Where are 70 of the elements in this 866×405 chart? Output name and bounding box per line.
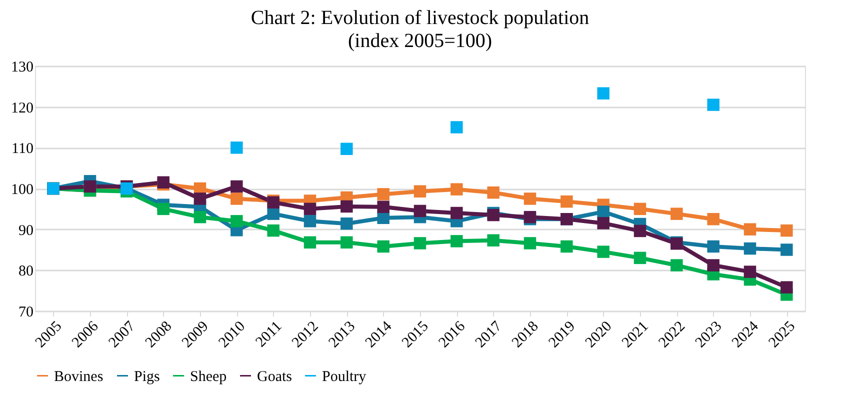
point: [377, 212, 390, 224]
point: [744, 242, 756, 255]
point: [597, 87, 610, 100]
point: [230, 215, 243, 228]
y-tick-label: 90: [18, 222, 34, 239]
point: [230, 180, 243, 193]
point: [304, 202, 316, 216]
point: [304, 236, 316, 249]
point: [634, 252, 646, 264]
point: [707, 259, 720, 272]
y-tick-label: 110: [12, 141, 34, 158]
y-tick-label: 130: [11, 60, 34, 76]
point: [267, 224, 280, 237]
legend-label: Bovines: [54, 368, 104, 385]
point: [157, 202, 170, 216]
point: [340, 217, 353, 230]
point: [670, 208, 683, 220]
y-tick-label: 100: [11, 182, 34, 198]
point: [414, 204, 426, 218]
point: [744, 223, 756, 236]
y-tick-label: 120: [11, 100, 34, 116]
point: [597, 217, 610, 230]
point: [340, 200, 353, 213]
legend-label: Pigs: [134, 368, 160, 385]
point: [450, 121, 463, 134]
point: [780, 281, 793, 294]
point: [84, 180, 96, 193]
point: [450, 183, 463, 196]
point: [524, 237, 536, 250]
point: [744, 266, 756, 278]
point: [377, 200, 390, 213]
y-tick-label: 80: [18, 264, 34, 280]
point: [780, 224, 793, 237]
point: [194, 192, 206, 205]
legend-label: Goats: [257, 368, 292, 385]
point: [230, 192, 243, 205]
point: [450, 206, 463, 220]
point: [414, 237, 426, 250]
point: [597, 246, 610, 258]
point: [230, 142, 243, 154]
point: [450, 235, 463, 248]
point: [707, 213, 720, 226]
chart-title: Chart 2: Evolution of livestock population: [250, 7, 590, 29]
legend-label: Sheep: [190, 368, 227, 385]
point: [267, 208, 280, 220]
point: [194, 210, 206, 224]
point: [707, 98, 720, 111]
y-tick-label: 70: [18, 304, 34, 320]
point: [707, 240, 720, 253]
point: [597, 206, 610, 218]
point: [634, 224, 646, 238]
point: [304, 215, 316, 228]
point: [340, 142, 353, 156]
point: [670, 259, 683, 272]
point: [524, 210, 536, 224]
x-tick-label: 2011: [253, 318, 286, 351]
point: [487, 186, 500, 199]
point: [377, 240, 390, 253]
point: [414, 185, 426, 198]
point: [560, 240, 573, 253]
point: [377, 188, 390, 200]
point: [560, 195, 573, 208]
legend-label: Poultry: [322, 368, 367, 385]
point: [157, 176, 170, 188]
point: [780, 244, 793, 256]
point: [487, 234, 500, 246]
chart-subtitle: (index 2005=100): [348, 30, 492, 52]
point: [634, 202, 646, 216]
point: [340, 236, 353, 249]
point: [524, 192, 536, 205]
